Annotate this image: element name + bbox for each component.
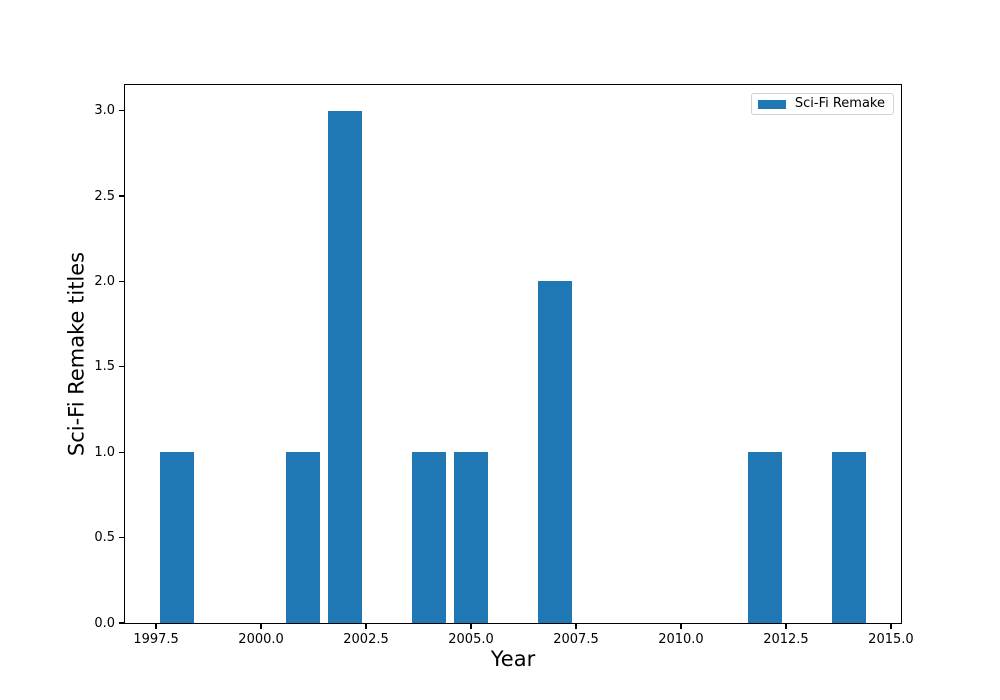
- bar-2002: [328, 110, 362, 623]
- x-tick-label: 2015.0: [868, 632, 914, 647]
- y-tick-label: 2.5: [94, 188, 115, 204]
- y-tick-mark: [119, 195, 124, 197]
- bar-2012: [748, 452, 782, 623]
- bar-2001: [286, 452, 320, 623]
- x-tick-label: 2010.0: [658, 632, 704, 647]
- bar-2014: [832, 452, 866, 623]
- bar-2007: [538, 281, 572, 623]
- x-tick-mark: [575, 624, 577, 629]
- legend-label: Sci-Fi Remake: [794, 96, 885, 111]
- y-tick-mark: [119, 451, 124, 453]
- y-tick-mark: [119, 280, 124, 282]
- x-tick-label: 2007.5: [553, 632, 599, 647]
- legend-swatch-icon: [757, 99, 786, 109]
- x-tick-label: 1997.5: [133, 632, 179, 647]
- x-axis-label: Year: [490, 647, 536, 671]
- y-tick-label: 1.5: [94, 359, 115, 375]
- bar-2005: [454, 452, 488, 623]
- x-tick-mark: [470, 624, 472, 629]
- y-tick-mark: [119, 537, 124, 539]
- y-tick-mark: [119, 110, 124, 112]
- plot-area: Sci-Fi Remake: [124, 84, 902, 624]
- x-tick-mark: [365, 624, 367, 629]
- x-tick-label: 2000.0: [238, 632, 284, 647]
- bar-2004: [412, 452, 446, 623]
- x-tick-mark: [155, 624, 157, 629]
- x-tick-mark: [785, 624, 787, 629]
- bars-group: [125, 85, 901, 623]
- x-tick-label: 2012.5: [763, 632, 809, 647]
- x-tick-label: 2005.0: [448, 632, 494, 647]
- bar-1998: [160, 452, 194, 623]
- x-tick-mark: [680, 624, 682, 629]
- x-tick-label: 2002.5: [343, 632, 389, 647]
- y-tick-label: 3.0: [94, 103, 115, 119]
- y-tick-mark: [119, 366, 124, 368]
- y-tick-label: 1.0: [94, 444, 115, 460]
- y-tick-label: 2.0: [94, 273, 115, 289]
- y-tick-label: 0.5: [94, 530, 115, 546]
- legend: Sci-Fi Remake: [750, 93, 894, 115]
- y-tick-mark: [119, 622, 124, 624]
- x-tick-mark: [890, 624, 892, 629]
- x-tick-mark: [260, 624, 262, 629]
- y-tick-label: 0.0: [94, 615, 115, 631]
